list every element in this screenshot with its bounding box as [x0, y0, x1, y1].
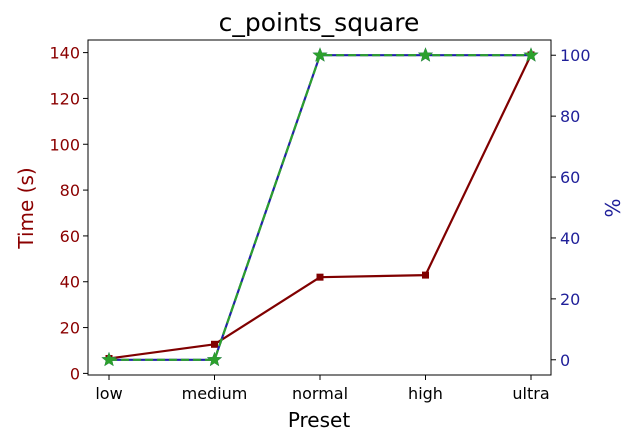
chart-title: c_points_square — [219, 8, 420, 37]
y-tick-label-left: 80 — [60, 181, 80, 200]
y-tick-label-left: 0 — [70, 364, 80, 383]
data-point-3 — [101, 351, 117, 367]
plot-frame — [87, 39, 552, 376]
y-tick-label-left: 20 — [60, 319, 80, 338]
y-axis-label-right: % — [601, 198, 625, 217]
y-axis-label-left: Time (s) — [14, 167, 38, 249]
y-tick-label-right: 60 — [560, 168, 580, 187]
x-tick-label: low — [95, 384, 122, 403]
y-tick-label-right: 40 — [560, 229, 580, 248]
y-tick-label-left: 60 — [60, 227, 80, 246]
y-tick-label-left: 120 — [49, 89, 80, 108]
y-tick-label-right: 20 — [560, 290, 580, 309]
x-tick-label: ultra — [512, 384, 549, 403]
x-tick-label: high — [408, 384, 443, 403]
data-point-3 — [312, 47, 328, 62]
data-point-3 — [418, 47, 433, 62]
x-tick-label: medium — [182, 384, 248, 403]
y-tick-label-left: 140 — [49, 44, 80, 63]
y-tick-label-right: 0 — [560, 351, 570, 370]
plot-area — [101, 47, 539, 367]
data-point-1 — [422, 271, 429, 279]
data-point-3 — [523, 47, 539, 62]
data-point-3 — [207, 351, 222, 367]
series-line-1 — [108, 54, 532, 360]
series-line-3 — [109, 54, 531, 361]
series-line-2 — [109, 54, 531, 361]
y-tick-label-left: 40 — [60, 273, 80, 292]
axes: low medium normal high ultra 0 20 40 60 80 100 120 1… — [49, 39, 591, 403]
data-point-1 — [211, 340, 218, 348]
y-tick-label-right: 80 — [560, 107, 580, 126]
x-tick-label: normal — [292, 384, 348, 403]
y-tick-label-right: 100 — [560, 46, 591, 65]
data-point-1 — [316, 273, 324, 281]
y-tick-label-left: 100 — [49, 135, 80, 154]
x-axis-label: Preset — [288, 408, 351, 432]
